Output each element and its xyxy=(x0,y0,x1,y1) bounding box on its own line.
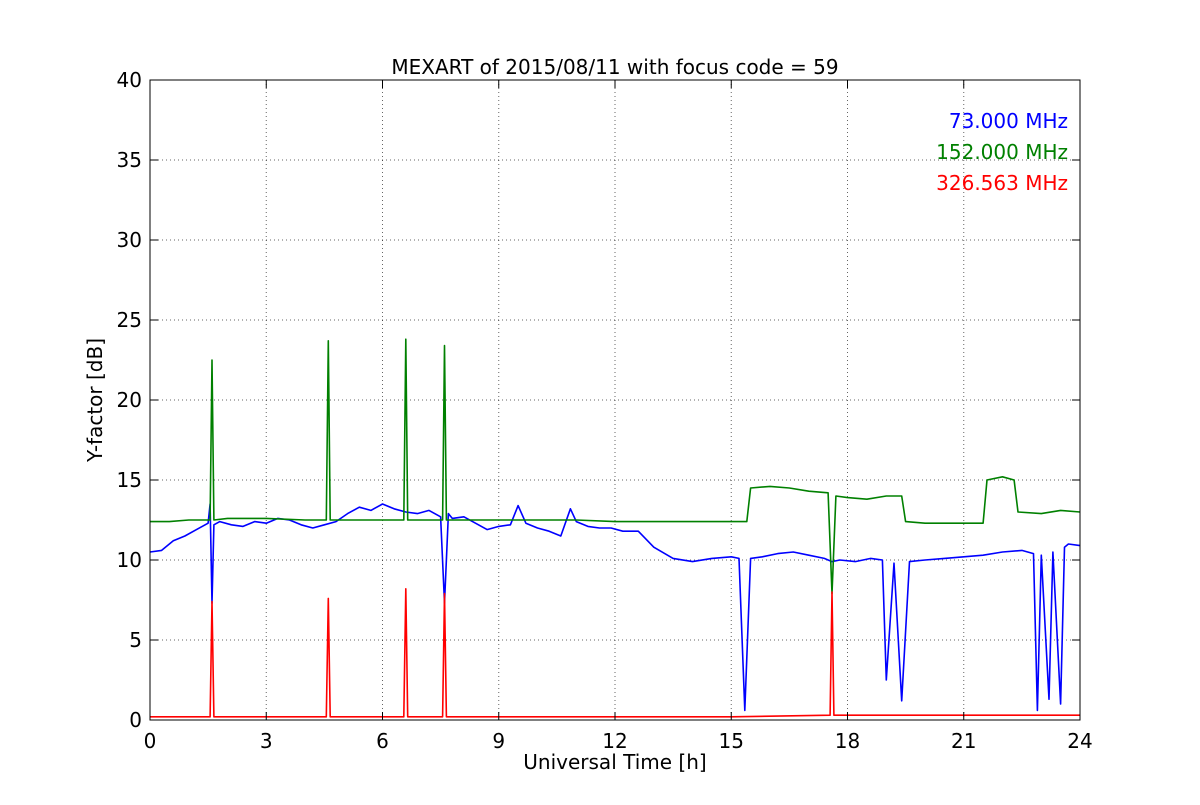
grid xyxy=(150,80,1080,720)
y-tick-label: 30 xyxy=(117,228,142,252)
y-tick-label: 20 xyxy=(117,388,142,412)
x-tick-label: 12 xyxy=(602,729,627,753)
legend: 73.000 MHz 152.000 MHz 326.563 MHz xyxy=(936,109,1068,195)
x-tick-label: 0 xyxy=(144,729,157,753)
legend-label-2: 326.563 MHz xyxy=(936,171,1068,195)
y-tick-label: 40 xyxy=(117,68,142,92)
y-tick-label: 15 xyxy=(117,468,142,492)
x-tick-label: 9 xyxy=(492,729,505,753)
plot-series xyxy=(149,338,1081,718)
chart-title: MEXART of 2015/08/11 with focus code = 5… xyxy=(391,55,838,79)
y-tick-label: 10 xyxy=(117,548,142,572)
y-tick-label: 35 xyxy=(117,148,142,172)
x-tick-label: 6 xyxy=(376,729,389,753)
x-tick-label: 24 xyxy=(1067,729,1092,753)
axis-ticks: 0 3 6 9 12 15 18 21 24 0 5 10 15 20 25 30 35 40 xyxy=(117,68,1093,753)
series-line-2 xyxy=(150,587,1080,718)
x-tick-label: 3 xyxy=(260,729,273,753)
x-tick-label: 18 xyxy=(835,729,860,753)
x-tick-label: 21 xyxy=(951,729,976,753)
x-axis-label: Universal Time [h] xyxy=(523,750,706,774)
legend-label-1: 152.000 MHz xyxy=(936,140,1068,164)
x-tick-label: 15 xyxy=(719,729,744,753)
legend-label-0: 73.000 MHz xyxy=(949,109,1068,133)
series-line-0 xyxy=(149,503,1081,712)
y-tick-label: 25 xyxy=(117,308,142,332)
series-line-1 xyxy=(150,338,1081,595)
y-axis-label: Y-factor [dB] xyxy=(83,338,107,463)
y-tick-label: 0 xyxy=(129,708,142,732)
y-tick-label: 5 xyxy=(129,628,142,652)
